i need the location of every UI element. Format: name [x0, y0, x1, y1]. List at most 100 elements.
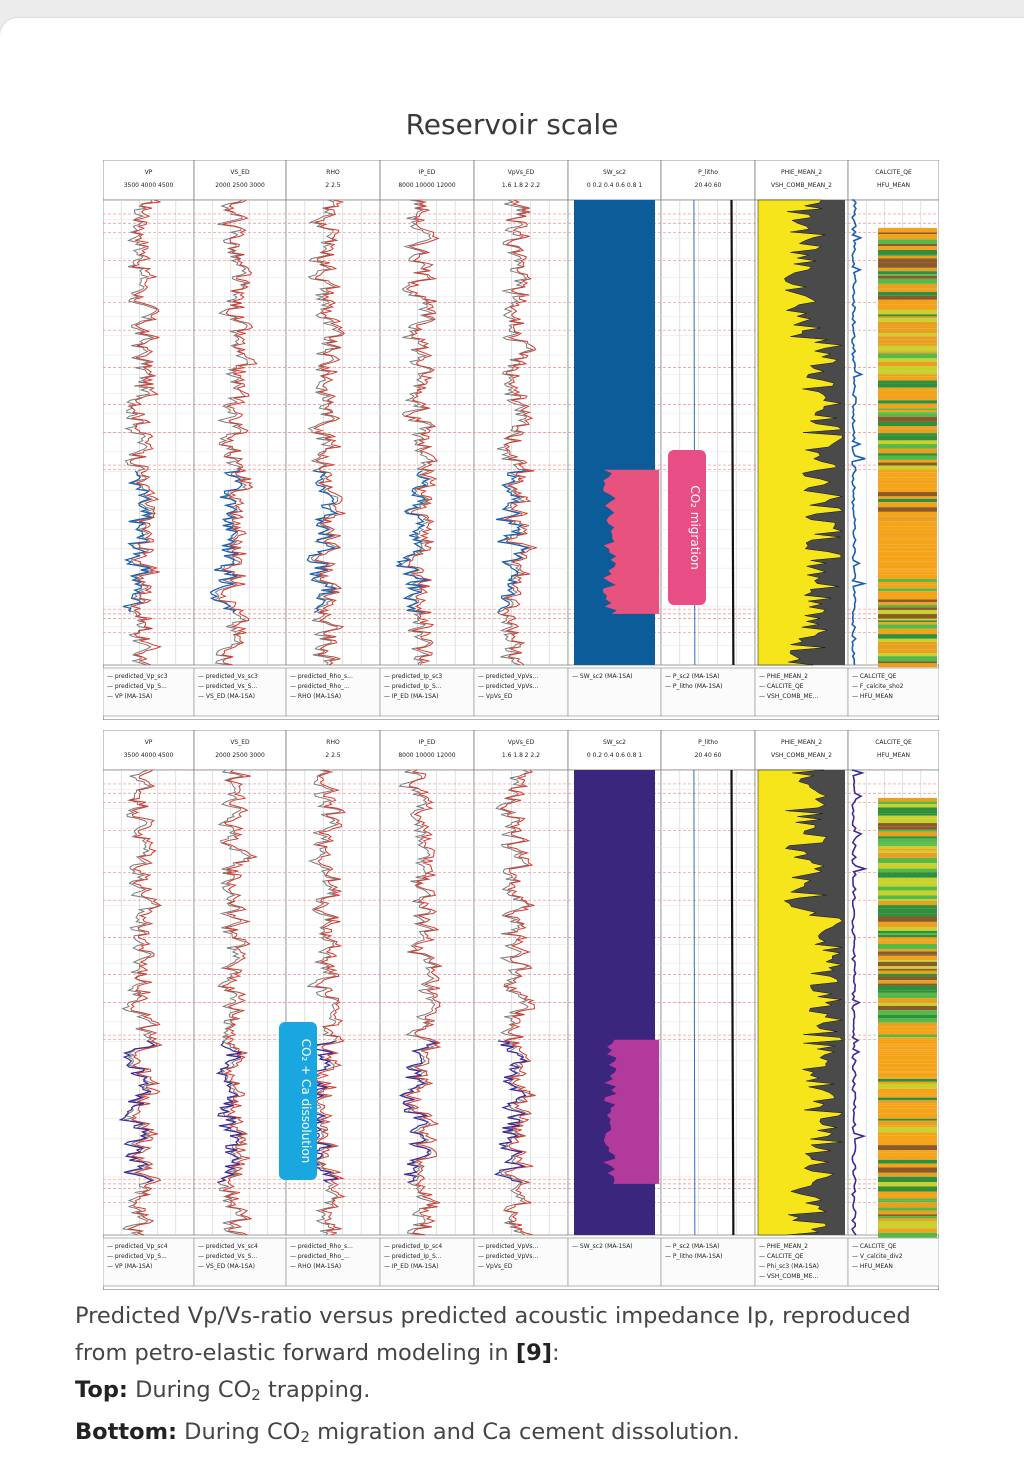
hfu-band — [878, 1132, 937, 1136]
hfu-band — [878, 1207, 937, 1211]
legend-box — [285, 1237, 381, 1287]
hfu-band — [878, 644, 937, 650]
hfu-band — [878, 976, 937, 981]
hfu-band — [878, 492, 937, 497]
hfu-band — [878, 569, 937, 572]
scenario-annotation: CO₂ + Ca dissolution — [279, 1022, 317, 1180]
measured-log-curve — [306, 769, 343, 1236]
hfu-band — [878, 634, 937, 639]
track-legend: — predicted_Ip_sc3 — predicted_Ip_S... — I… — [379, 667, 475, 717]
hfu-band — [878, 1228, 937, 1233]
legend-box — [567, 1237, 662, 1287]
track-scale: 2 2.5 — [325, 752, 340, 759]
hfu-band — [878, 1063, 937, 1068]
hfu-band — [878, 387, 937, 391]
legend-entry: — F_calcite_sho2 — [852, 683, 904, 690]
annotation-text: CO₂ migration — [688, 485, 702, 569]
legend-entry: — VSH_COMB_ME... — [759, 1273, 818, 1280]
track-header-box — [567, 160, 662, 201]
hfu-band — [878, 250, 937, 255]
hfu-band — [878, 663, 937, 668]
hfu-band — [878, 1150, 937, 1153]
hfu-band — [878, 227, 937, 233]
caption-top-sub: 2 — [251, 1386, 261, 1404]
hfu-band — [878, 1077, 937, 1079]
hfu-band — [878, 1108, 937, 1114]
track-header: VpVs_ED — [508, 169, 535, 176]
legend-entry: — P_sc2 (MA-1SA) — [665, 673, 720, 680]
hfu-band — [878, 1097, 937, 1101]
hfu-band — [878, 813, 937, 816]
predicted-log-curve — [221, 769, 259, 1236]
measured-log-curve — [124, 199, 158, 666]
hfu-band — [878, 321, 937, 326]
hfu-band — [878, 433, 937, 436]
reference-link[interactable]: [9] — [515, 1340, 553, 1366]
track-legend: — predicted_Rho_s... — predicted_Rho_... —… — [285, 667, 381, 717]
hfu-band — [878, 275, 937, 279]
hfu-band — [878, 1002, 937, 1006]
hfu-band — [878, 288, 937, 292]
predicted-log-curve — [403, 199, 440, 666]
hfu-band — [878, 1216, 937, 1219]
hfu-band — [878, 521, 937, 524]
legend-entry: — VS_ED (MA-1SA) — [198, 1263, 255, 1270]
hfu-band — [878, 1053, 937, 1056]
co2-scenario-curve — [209, 470, 243, 613]
legend-entry: — predicted_Vp_sc4 — [107, 1243, 168, 1250]
hfu-band — [878, 564, 937, 569]
hfu-band — [878, 234, 937, 240]
legend-entry: — predicted_Rho_... — [290, 1253, 350, 1260]
track-header-box — [473, 730, 569, 771]
hfu-band — [878, 599, 937, 603]
legend-entry: — predicted_Rho_s... — [290, 673, 353, 680]
hfu-band — [878, 1155, 937, 1160]
track-legend: — predicted_Rho_s... — predicted_Rho_... —… — [285, 1237, 381, 1287]
hfu-band — [878, 571, 937, 575]
hfu-band — [878, 1140, 937, 1146]
legend-entry: — VpVs_ED — [478, 693, 513, 700]
hfu-band — [878, 848, 937, 851]
predicted-log-curve — [313, 199, 346, 666]
hfu-band — [878, 940, 937, 944]
hfu-band — [878, 620, 937, 623]
log-track: VP 3500 4000 4500 — [103, 730, 195, 1236]
hfu-band — [878, 1221, 937, 1227]
hfu-band — [878, 913, 937, 917]
hfu-band — [878, 246, 937, 251]
hfu-band — [878, 628, 937, 635]
hfu-band — [878, 1182, 937, 1187]
track-legend: — predicted_Vs_sc4 — predicted_Vs_S... — V… — [193, 1237, 287, 1287]
track-legend: — PHIE_MEAN_2 — CALCITE_QE — VSH_COMB_ME..… — [754, 667, 849, 717]
hfu-band — [878, 1198, 937, 1201]
legend-entry: — predicted_Ip_sc4 — [384, 1243, 442, 1250]
hfu-band — [878, 823, 937, 827]
hfu-band — [878, 537, 937, 540]
hfu-band — [878, 1135, 937, 1141]
legend-box — [847, 667, 939, 717]
hfu-band — [878, 653, 937, 657]
legend-entry: — predicted_Vp_sc3 — [107, 673, 168, 680]
legend-box — [754, 1237, 849, 1287]
hfu-band — [878, 584, 937, 589]
hfu-band — [878, 254, 937, 256]
hfu-band — [878, 448, 937, 454]
legend-entry: — VpVs_ED — [478, 1263, 513, 1270]
legend-entry: — CALCITE_QE — [759, 683, 804, 690]
hfu-band — [878, 551, 937, 557]
track-legend: — P_sc2 (MA-1SA) — P_litho (MA-1SA) — [660, 667, 756, 717]
hfu-band — [878, 951, 937, 955]
predicted-log-curve — [218, 199, 258, 666]
hfu-band — [878, 602, 937, 606]
hfu-band — [878, 857, 937, 864]
hfu-band — [878, 516, 937, 522]
hfu-band — [878, 882, 937, 887]
log-track: P_litho 20 40 60 — [660, 730, 756, 1236]
co2-scenario-curve — [495, 470, 530, 613]
hfu-band — [878, 412, 937, 414]
hfu-band — [878, 966, 937, 969]
top-log-panel: VP 3500 4000 4500 VS_ED 2000 2500 3000 RHO 2 … — [103, 160, 939, 720]
hfu-band — [878, 579, 937, 582]
co2-scenario-curve — [118, 1040, 156, 1183]
co2-saturation-zone — [586, 469, 660, 614]
